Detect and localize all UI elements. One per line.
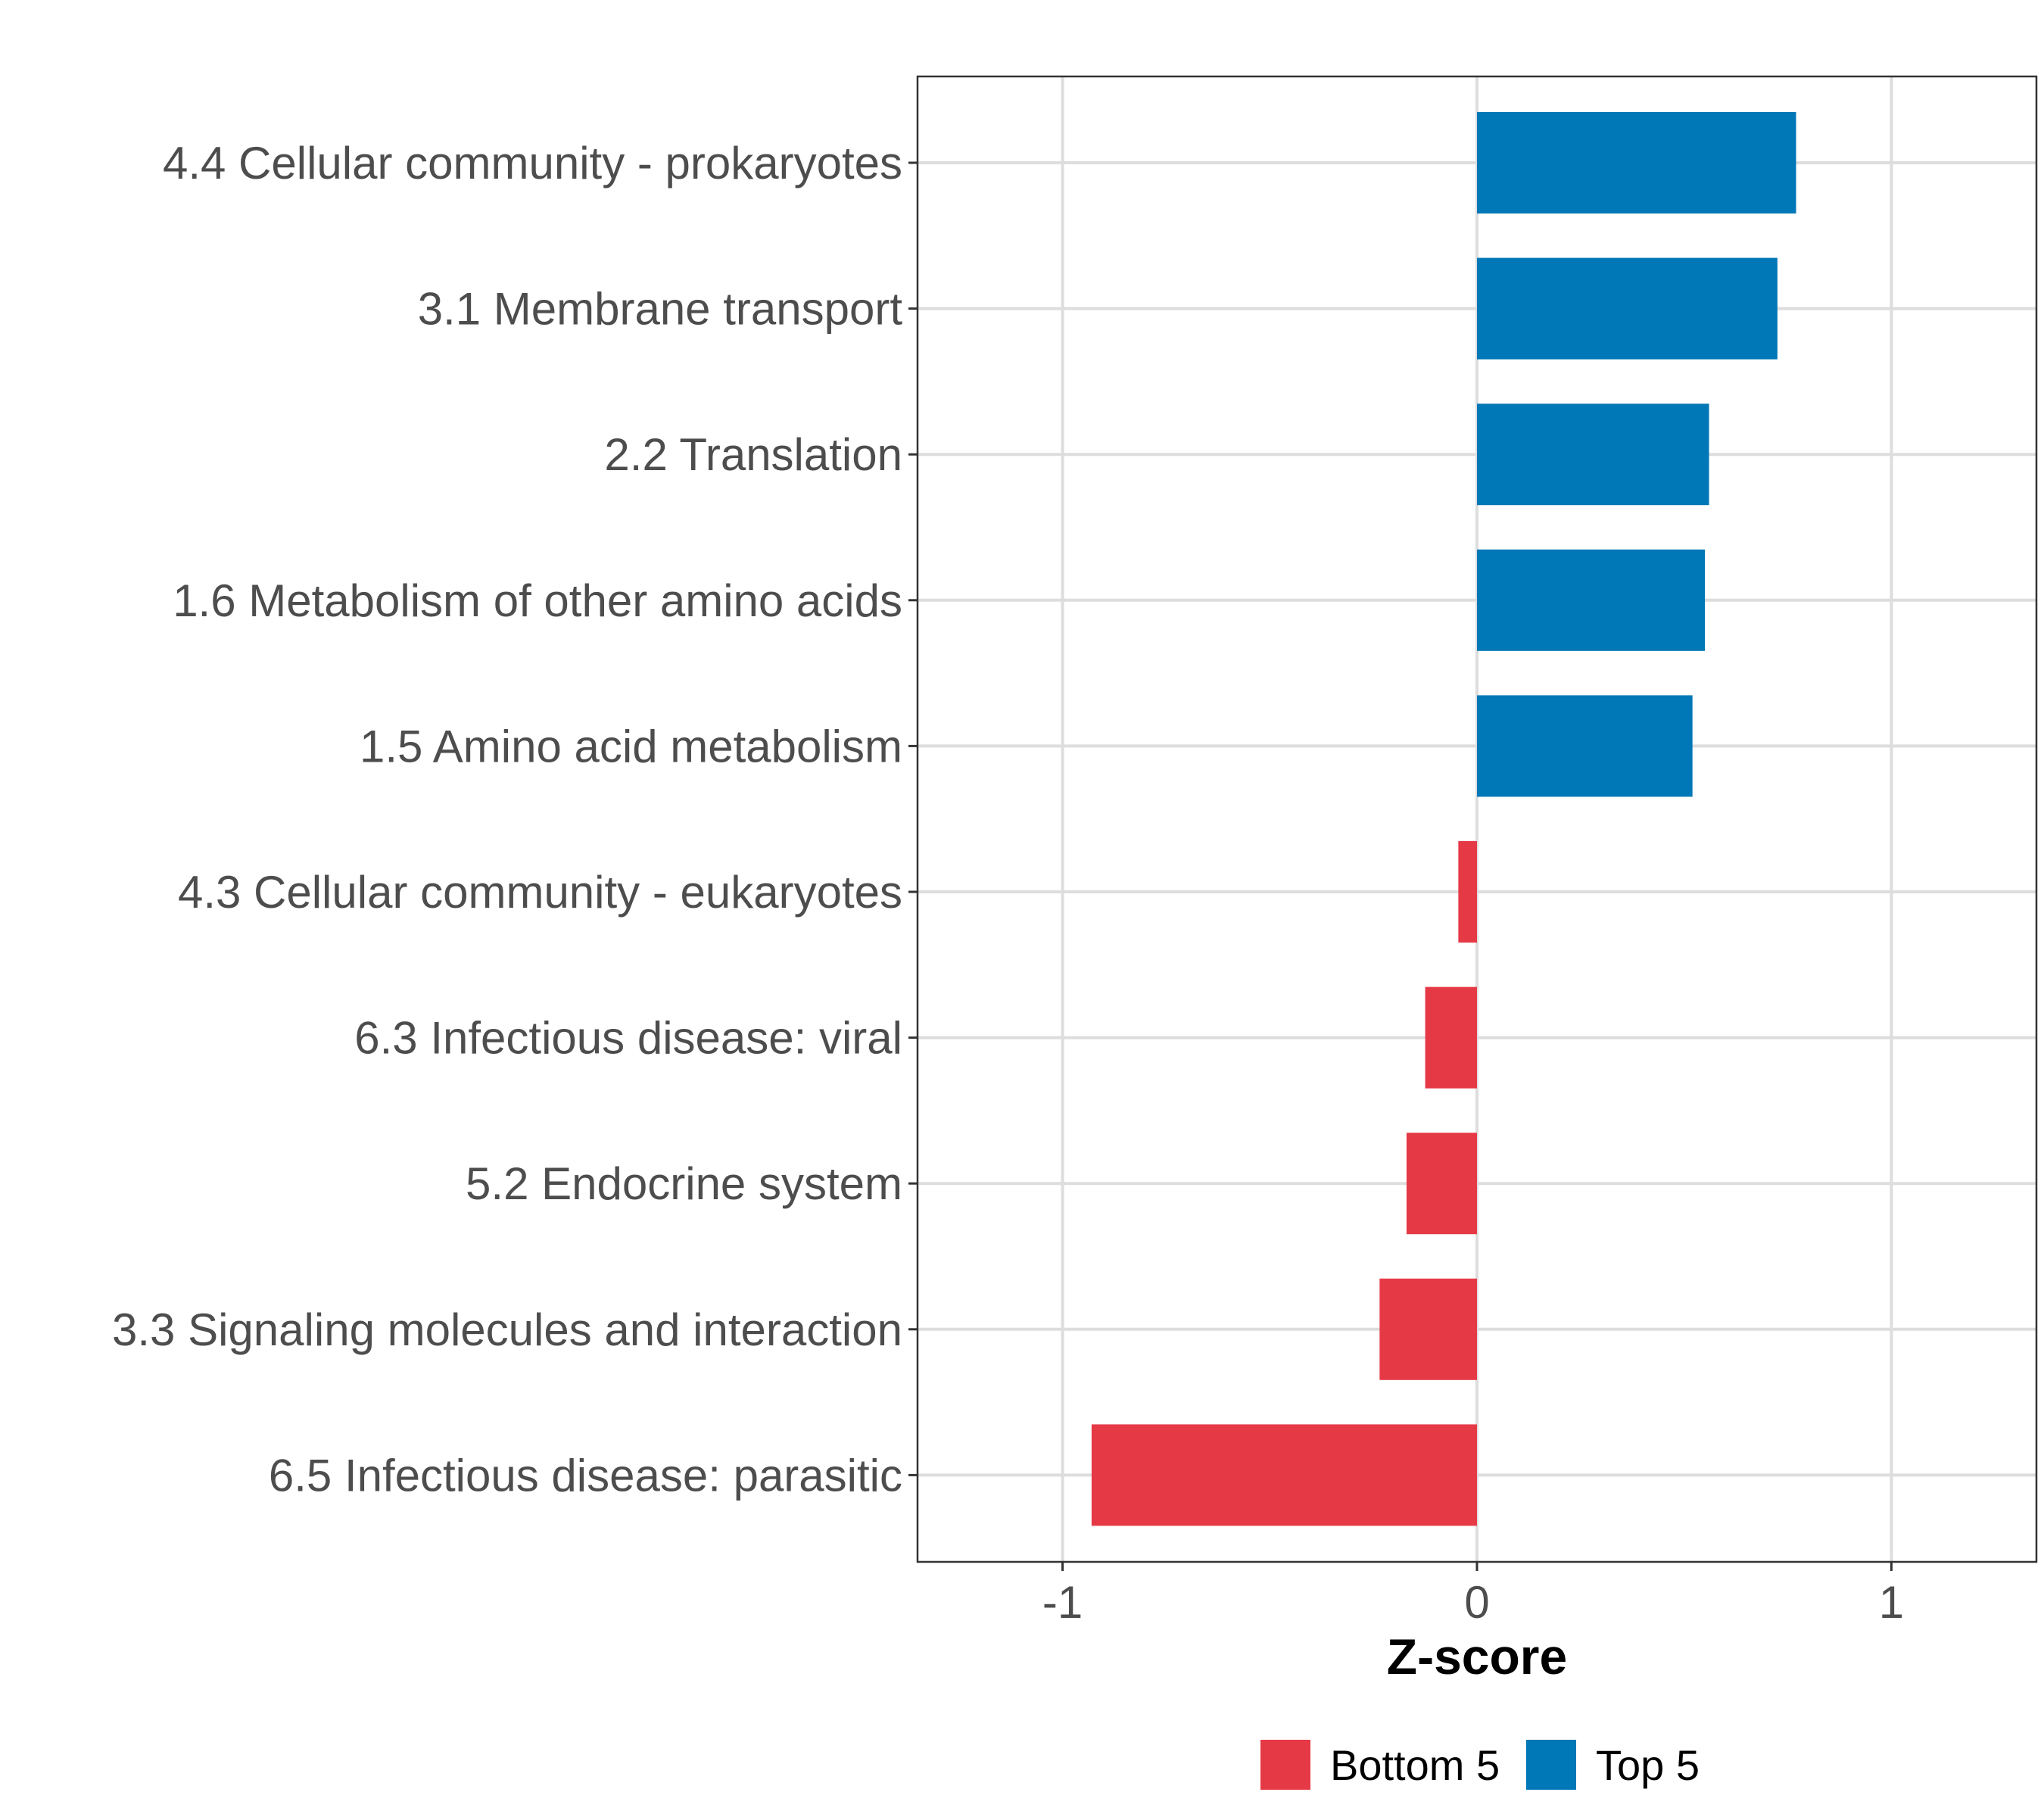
- legend-label: Top 5: [1596, 1741, 1700, 1789]
- category-label: 6.3 Infectious disease: viral: [354, 1013, 902, 1064]
- bar: [1406, 1133, 1477, 1235]
- category-label: 3.1 Membrane transport: [418, 284, 903, 335]
- bar: [1477, 549, 1706, 651]
- bar: [1425, 986, 1477, 1089]
- legend: Bottom 5 Top 5: [1260, 1740, 1700, 1790]
- legend-key: [1260, 1740, 1310, 1790]
- x-tick-label: 1: [1879, 1577, 1904, 1628]
- bar: [1091, 1424, 1477, 1526]
- x-tick-label: 0: [1464, 1577, 1489, 1628]
- category-label: 3.3 Signaling molecules and interaction: [112, 1304, 902, 1355]
- category-label: 1.6 Metabolism of other amino acids: [173, 575, 902, 626]
- category-label: 4.3 Cellular community - eukaryotes: [178, 867, 902, 918]
- bar: [1458, 841, 1477, 943]
- category-label: 4.4 Cellular community - prokaryotes: [163, 138, 902, 189]
- bar: [1379, 1278, 1477, 1380]
- bar: [1477, 112, 1796, 213]
- bar: [1477, 695, 1693, 797]
- bar: [1477, 257, 1778, 360]
- x-axis: -1 0 1: [1042, 1562, 1904, 1628]
- y-axis: 4.4 Cellular community - prokaryotes 3.1 …: [112, 138, 918, 1501]
- category-label: 6.5 Infectious disease: parasitic: [269, 1450, 902, 1501]
- bars: [1091, 112, 1796, 1526]
- legend-key: [1526, 1740, 1576, 1790]
- bar: [1477, 404, 1709, 506]
- x-axis-title: Z-score: [1387, 1628, 1567, 1685]
- category-label: 5.2 Endocrine system: [466, 1158, 902, 1209]
- category-label: 2.2 Translation: [604, 429, 902, 480]
- x-tick-label: -1: [1042, 1577, 1083, 1628]
- legend-label: Bottom 5: [1330, 1741, 1500, 1789]
- category-label: 1.5 Amino acid metabolism: [360, 721, 902, 771]
